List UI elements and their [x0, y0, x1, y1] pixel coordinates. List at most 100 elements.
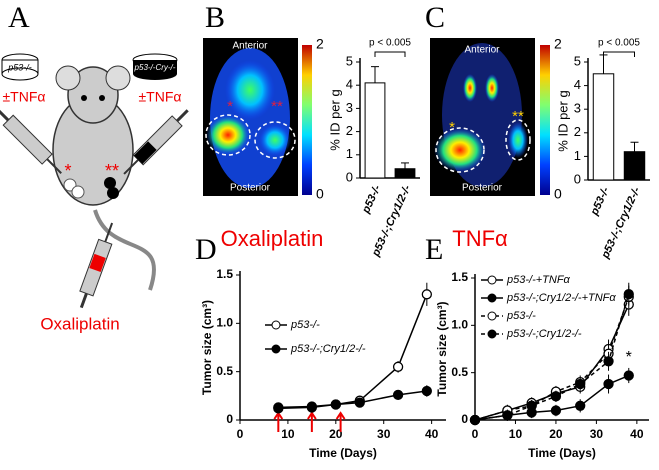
- data-point: [550, 405, 562, 416]
- x-tick-label: 20: [549, 427, 563, 441]
- data-point: [575, 378, 586, 390]
- legend-label: p53-/-+TNFα: [506, 274, 571, 286]
- series-line: [278, 390, 427, 410]
- y-tick-label: 0: [346, 169, 353, 184]
- y-tick-label: 1.0: [451, 318, 468, 332]
- data-point: [392, 361, 404, 372]
- treatment-arrow: [307, 411, 317, 432]
- y-tick-label: 5: [574, 53, 581, 68]
- x-axis-label: Time (Days): [309, 446, 377, 460]
- data-point: [392, 389, 404, 401]
- data-point: [603, 356, 614, 367]
- tumor-star: *: [449, 119, 455, 136]
- y-tick-label: 3: [574, 101, 581, 116]
- orientation-label: Posterior: [462, 183, 503, 194]
- bar: [623, 151, 646, 181]
- tumor-star: *: [64, 161, 71, 181]
- y-tick-label: 1.5: [216, 267, 233, 281]
- treatment-label: ±TNFα: [139, 89, 182, 105]
- y-axis-label: Tumor size (cm³): [435, 301, 449, 396]
- data-point: [421, 289, 432, 300]
- y-axis-label: % ID per g: [327, 89, 342, 150]
- mouse-diagram: p53-/- p53-/-Cry-/- ±TNFα ±TNFα * ** Oxa…: [0, 53, 189, 333]
- legend-label: p53-/-;Cry1/2-/-+TNFα: [506, 292, 616, 304]
- significance-bracket: [603, 51, 635, 57]
- legend-marker: [487, 311, 497, 321]
- y-tick-label: 0: [226, 412, 233, 426]
- panel-caption: TNFα: [452, 226, 508, 251]
- annotation: *: [626, 349, 632, 366]
- data-point: [306, 402, 318, 413]
- annotation: p < 0.005: [369, 38, 411, 49]
- colorbar-label: 0: [316, 186, 324, 202]
- orientation-label: Anterior: [464, 45, 500, 56]
- y-tick-label: 2: [346, 123, 353, 138]
- data-point: [421, 385, 432, 397]
- panel-label: C: [425, 1, 445, 34]
- data-point: [575, 400, 586, 411]
- treatment-arrow: [335, 411, 346, 432]
- legend-label: p53-/-;Cry1/2-/-: [506, 328, 582, 340]
- dish-label: p53-/-: [7, 62, 32, 72]
- legend-marker: [487, 329, 497, 339]
- significance-bracket: [374, 51, 406, 57]
- y-axis-label: % ID per g: [555, 90, 570, 151]
- data-point: [526, 400, 537, 411]
- colorbar-label: 0: [554, 186, 562, 202]
- panel-label: D: [195, 233, 217, 266]
- x-tick-label: 0: [472, 427, 479, 441]
- y-tick-label: 5: [346, 53, 353, 68]
- x-tick-label: p53-/-: [588, 185, 612, 218]
- dish-label: p53-/-Cry-/-: [134, 63, 176, 72]
- pet-image: Anterior Posterior * ** 2 0 TNFα: [430, 36, 562, 251]
- panel-caption: Oxaliplatin: [221, 226, 324, 251]
- pet-image: Anterior Posterior * ** 2 0 Oxaliplatin: [203, 36, 324, 251]
- legend-marker: [271, 320, 281, 330]
- x-tick-label: 10: [281, 427, 295, 441]
- data-point: [550, 391, 562, 402]
- treatment-label: ±TNFα: [3, 89, 46, 105]
- legend-label: p53-/-: [506, 310, 536, 322]
- data-point: [469, 414, 481, 426]
- panel-label: B: [205, 1, 225, 34]
- y-tick-label: 0: [574, 171, 581, 186]
- colorbar-label: 2: [316, 36, 324, 52]
- data-point: [273, 403, 284, 414]
- series-line: [278, 294, 428, 409]
- y-axis-label: Tumor size (cm³): [200, 300, 214, 395]
- bar: [394, 168, 416, 179]
- x-tick-label: 0: [237, 427, 244, 441]
- y-tick-label: 1: [346, 146, 353, 161]
- bar: [364, 82, 386, 179]
- x-tick-label: p53-/-: [360, 183, 384, 216]
- bar: [592, 73, 615, 181]
- data-point: [623, 288, 634, 300]
- tumor-star: **: [512, 108, 524, 125]
- data-point: [623, 370, 634, 381]
- data-point: [330, 399, 341, 410]
- y-tick-label: 0.5: [216, 364, 233, 378]
- data-point: [502, 410, 513, 421]
- y-tick-label: 0: [461, 412, 468, 426]
- x-tick-label: 30: [377, 427, 391, 441]
- data-point: [354, 397, 365, 408]
- x-tick-label: 30: [590, 427, 604, 441]
- tumor-star: **: [271, 98, 283, 115]
- panel-label: A: [8, 1, 30, 34]
- x-tick-label: 10: [509, 427, 523, 441]
- y-tick-label: 1.5: [451, 270, 468, 284]
- y-tick-label: 0.5: [451, 365, 468, 379]
- y-tick-label: 1: [574, 148, 581, 163]
- annotation: p < 0.005: [598, 38, 640, 49]
- tumor-star: *: [227, 98, 233, 115]
- orientation-label: Anterior: [232, 41, 268, 52]
- orientation-label: Posterior: [230, 183, 271, 194]
- x-tick-label: 40: [425, 427, 439, 441]
- y-tick-label: 2: [574, 124, 581, 139]
- y-tick-label: 4: [346, 77, 353, 92]
- legend-label: p53-/-;Cry1/2-/-: [290, 343, 366, 355]
- colorbar-label: 2: [554, 36, 562, 52]
- y-tick-label: 1.0: [216, 316, 233, 330]
- legend-marker: [271, 344, 281, 354]
